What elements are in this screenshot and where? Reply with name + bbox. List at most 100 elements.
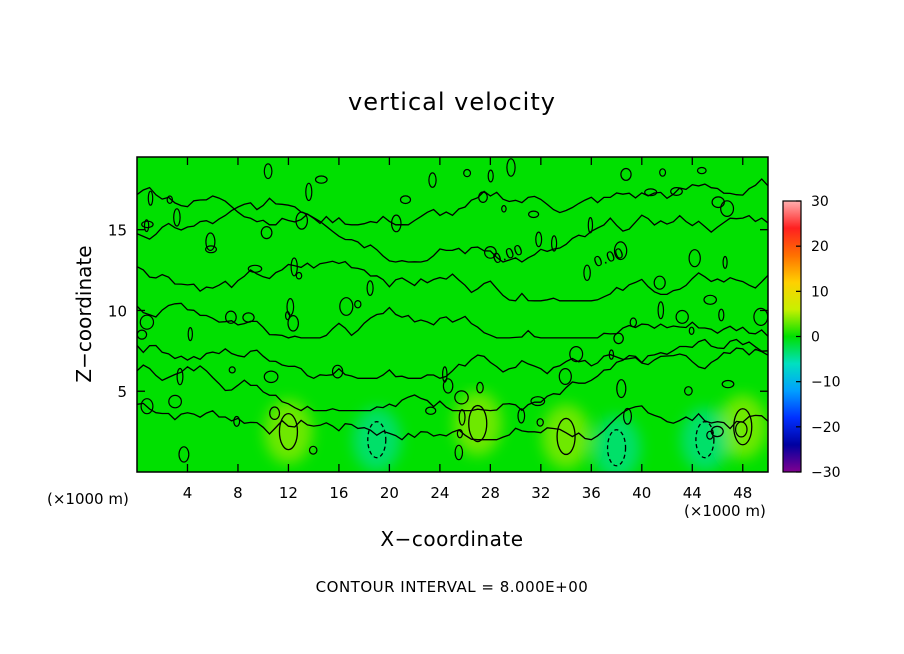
contour-loop-7 bbox=[295, 271, 303, 280]
contour-loop-12 bbox=[688, 249, 701, 268]
x-tick-label-28: 28 bbox=[481, 484, 500, 502]
contour-loop-60 bbox=[305, 182, 313, 202]
contour-loop-1 bbox=[143, 219, 150, 233]
contour-loop-63 bbox=[285, 311, 291, 321]
contour-line-0 bbox=[137, 402, 768, 441]
x-tick-label-4: 4 bbox=[183, 484, 193, 502]
contour-loop-85 bbox=[287, 314, 299, 332]
x-axis-label: X−coordinate bbox=[380, 527, 524, 551]
contour-loop-75 bbox=[456, 429, 463, 439]
contour-loop-22 bbox=[688, 326, 695, 335]
contour-loop-15 bbox=[339, 297, 354, 316]
heatmap-feature-3 bbox=[718, 394, 767, 459]
contour-loop-24 bbox=[629, 317, 638, 328]
feature-contour-6 bbox=[606, 429, 627, 467]
contour-loop-89 bbox=[536, 418, 544, 427]
colorbar: 30 20 10 0 −10 −20 −30 bbox=[782, 194, 841, 481]
y-axis-label: Z−coordinate bbox=[72, 245, 96, 383]
contour-loop-65 bbox=[176, 367, 184, 386]
x-axis-ticks: 4 8 12 16 20 24 28 32 36 40 44 48 bbox=[183, 157, 752, 502]
contour-loop-39 bbox=[501, 205, 507, 213]
x-tick-label-20: 20 bbox=[380, 484, 399, 502]
y-axis-ticks: 5 10 15 bbox=[108, 222, 768, 401]
contour-loop-3 bbox=[331, 364, 344, 379]
contour-loop-87 bbox=[535, 231, 543, 248]
chart-title: vertical velocity bbox=[348, 88, 556, 116]
heatmap-background bbox=[137, 157, 768, 472]
colorbar-tick-label-2: 10 bbox=[811, 284, 829, 300]
contour-loop-81 bbox=[718, 308, 725, 322]
contour-loop-44 bbox=[734, 421, 748, 438]
heatmap-feature-0 bbox=[264, 399, 313, 464]
contour-loop-49 bbox=[425, 406, 437, 415]
contour-loop-43 bbox=[295, 211, 308, 230]
contour-loop-29 bbox=[616, 379, 627, 399]
contour-line-5 bbox=[137, 197, 768, 263]
contour-loop-6 bbox=[476, 381, 484, 394]
contour-loop-78 bbox=[458, 409, 466, 426]
contour-line-1 bbox=[137, 338, 768, 412]
contour-line-4 bbox=[137, 260, 768, 302]
contour-loop-58 bbox=[550, 235, 558, 252]
contour-loop-11 bbox=[205, 245, 218, 254]
x-unit-label-left: (×1000 m) bbox=[47, 490, 129, 508]
contour-loop-56 bbox=[286, 298, 295, 316]
contour-loop-48 bbox=[644, 188, 658, 197]
contour-loop-82 bbox=[620, 167, 632, 181]
contour-loop-27 bbox=[675, 309, 689, 324]
feature-contour-3 bbox=[733, 408, 753, 446]
contour-line-2 bbox=[137, 344, 768, 380]
feature-contour-5 bbox=[695, 421, 715, 459]
colorbar-tick-label-1: 20 bbox=[811, 239, 829, 255]
contour-loop-53 bbox=[487, 169, 494, 183]
colorbar-tick-label-3: 0 bbox=[811, 330, 820, 346]
contour-loop-66 bbox=[308, 445, 318, 455]
heatmap-feature-5 bbox=[680, 407, 729, 472]
contour-loop-70 bbox=[454, 390, 469, 405]
feature-contour-4 bbox=[367, 421, 387, 459]
contour-loop-83 bbox=[587, 216, 594, 234]
contour-loop-71 bbox=[613, 241, 628, 261]
contour-loop-80 bbox=[366, 280, 374, 297]
heatmap-feature-2 bbox=[542, 404, 591, 469]
x-tick-label-32: 32 bbox=[531, 484, 550, 502]
contour-loop-25 bbox=[399, 195, 412, 205]
contour-loop-18 bbox=[247, 264, 263, 273]
x-tick-label-8: 8 bbox=[233, 484, 243, 502]
contour-loop-14 bbox=[684, 386, 693, 396]
contour-loop-72 bbox=[290, 257, 298, 277]
x-tick-label-48: 48 bbox=[733, 484, 752, 502]
contour-loop-68 bbox=[233, 415, 241, 427]
feature-contour-2 bbox=[556, 417, 576, 456]
contour-loop-17 bbox=[224, 310, 237, 324]
x-tick-label-44: 44 bbox=[683, 484, 702, 502]
x-tick-label-40: 40 bbox=[632, 484, 651, 502]
colorbar-tick-label-0: 30 bbox=[811, 194, 829, 210]
contour-loop-47 bbox=[187, 327, 193, 342]
contour-loop-54 bbox=[696, 166, 707, 175]
contour-loop-19 bbox=[527, 210, 540, 219]
contour-loop-64 bbox=[653, 275, 666, 290]
contour-loop-50 bbox=[173, 208, 181, 227]
contour-loop-76 bbox=[166, 195, 173, 205]
contour-loop-52 bbox=[558, 368, 572, 386]
feature-contour-0 bbox=[278, 412, 299, 451]
contour-loop-77 bbox=[260, 226, 273, 240]
contour-loop-37 bbox=[703, 294, 717, 305]
contour-loop-36 bbox=[263, 163, 273, 180]
contour-loop-34 bbox=[454, 444, 464, 461]
y-tick-label-15: 15 bbox=[108, 222, 127, 240]
colorbar-tick-label-5: −20 bbox=[811, 420, 841, 436]
contour-loop-51 bbox=[228, 366, 236, 374]
contour-loop-45 bbox=[269, 406, 281, 420]
x-tick-label-12: 12 bbox=[279, 484, 298, 502]
contour-loop-42 bbox=[569, 346, 584, 363]
contour-loop-8 bbox=[263, 370, 279, 384]
x-tick-label-16: 16 bbox=[329, 484, 348, 502]
contour-loop-40 bbox=[721, 379, 735, 389]
contour-loop-62 bbox=[657, 301, 665, 320]
heatmap-feature-4 bbox=[352, 407, 401, 472]
contour-loop-26 bbox=[608, 349, 615, 360]
y-tick-label-5: 5 bbox=[117, 383, 127, 401]
plot-frame bbox=[136, 156, 769, 473]
